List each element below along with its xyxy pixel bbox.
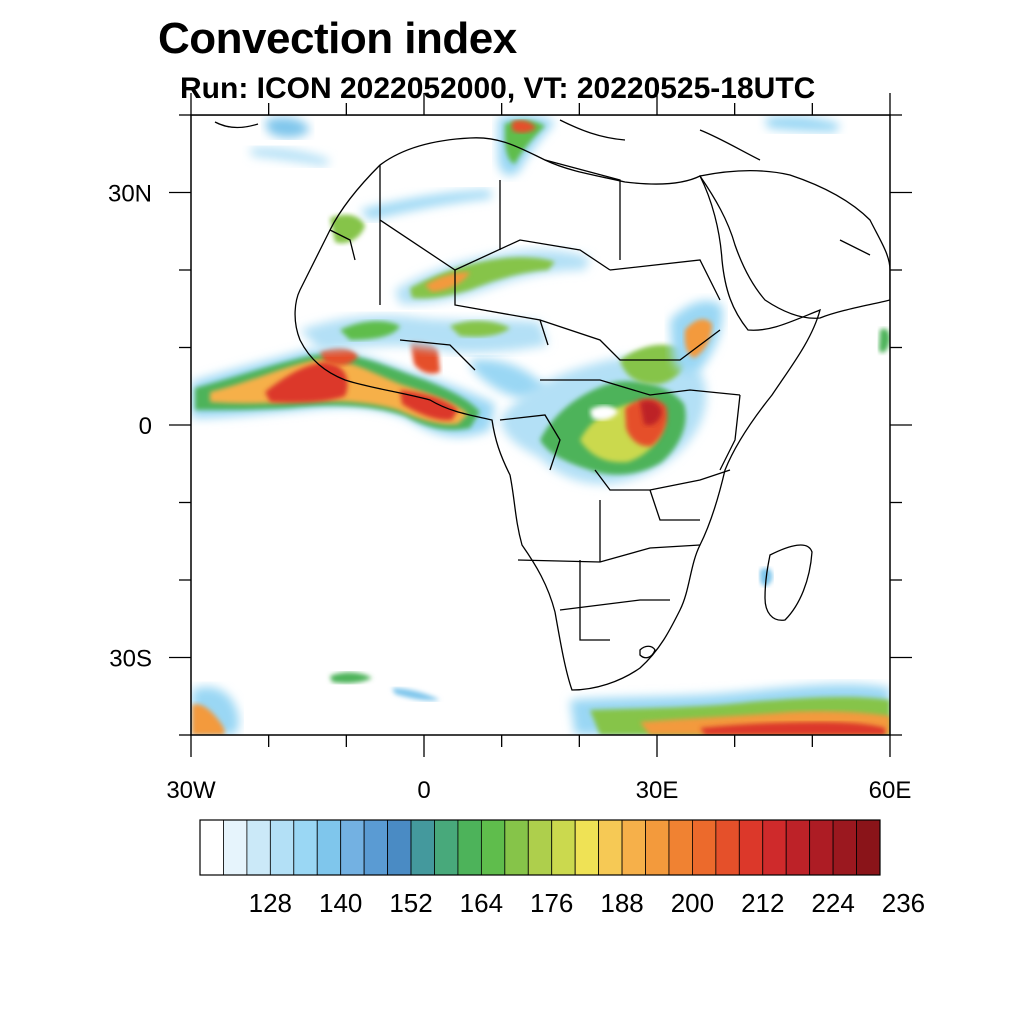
convection-area-east-africa bbox=[620, 300, 890, 586]
border-17 bbox=[719, 394, 741, 471]
colorbar-segment bbox=[551, 819, 576, 876]
colorbar-segment bbox=[199, 819, 224, 876]
colorbar-segment bbox=[410, 819, 435, 876]
colorbar-segment bbox=[598, 819, 623, 876]
border-10 bbox=[499, 414, 561, 471]
border-2 bbox=[379, 219, 611, 271]
colorbar-segment bbox=[645, 819, 670, 876]
convection-area-southern-ocean bbox=[192, 672, 890, 735]
colorbar-segment bbox=[457, 819, 482, 876]
colorbar-segment bbox=[692, 819, 717, 876]
colorbar-segment bbox=[621, 819, 646, 876]
convection-area-north bbox=[250, 115, 840, 176]
colorbar-segment bbox=[269, 819, 295, 876]
lon-tick-label: 30E bbox=[636, 777, 679, 804]
lat-tick-label: 30N bbox=[108, 181, 152, 208]
colorbar-segment bbox=[246, 819, 271, 876]
colorbar-segment bbox=[715, 819, 740, 876]
colorbar-label: 140 bbox=[319, 888, 362, 918]
border-7 bbox=[399, 339, 476, 371]
border-5 bbox=[609, 259, 721, 301]
map-subtitle: Run: ICON 2022052000, VT: 20220525-18UTC bbox=[180, 72, 816, 105]
colorbar: 128 140 152 164 176 188 200 212 224 236 bbox=[199, 819, 925, 918]
colorbar-label: 224 bbox=[811, 888, 854, 918]
convection-field-layer bbox=[191, 115, 890, 735]
axis-layer: 30N 0 30S 30W 0 30E 60E bbox=[108, 93, 912, 804]
colorbar-segment bbox=[316, 819, 342, 876]
colorbar-label: 188 bbox=[600, 888, 643, 918]
border-13 bbox=[579, 560, 610, 641]
border-18 bbox=[649, 489, 700, 521]
colorbar-segment bbox=[340, 819, 365, 876]
map-title: Convection index bbox=[158, 14, 517, 63]
lon-tick-label: 0 bbox=[417, 777, 430, 804]
colorbar-segment bbox=[434, 819, 459, 876]
border-20 bbox=[839, 239, 871, 256]
colorbar-segment bbox=[738, 819, 764, 876]
convection-area-central-africa bbox=[500, 356, 707, 485]
colorbar-segment bbox=[574, 819, 600, 876]
border-14 bbox=[559, 599, 670, 611]
lon-tick-label: 60E bbox=[869, 777, 912, 804]
colorbar-segment bbox=[223, 819, 248, 876]
colorbar-segment bbox=[480, 819, 506, 876]
madagascar bbox=[764, 544, 813, 621]
colorbar-label: 212 bbox=[741, 888, 784, 918]
africa-coastline bbox=[294, 137, 821, 691]
border-4 bbox=[544, 159, 621, 260]
border-8 bbox=[539, 319, 721, 361]
colorbar-segment bbox=[527, 819, 553, 876]
colorbar-segment bbox=[363, 819, 388, 876]
coastlines-borders bbox=[191, 115, 890, 691]
lat-tick-label: 0 bbox=[139, 413, 152, 440]
convection-area-west-africa bbox=[300, 315, 550, 400]
convection-area-sahel bbox=[330, 190, 590, 305]
colorbar-label: 152 bbox=[389, 888, 432, 918]
colorbar-segment bbox=[293, 819, 318, 876]
colorbar-segment bbox=[856, 819, 881, 876]
colorbar-segment bbox=[832, 819, 857, 876]
colorbar-label: 200 bbox=[671, 888, 714, 918]
colorbar-segment bbox=[809, 819, 834, 876]
colorbar-segment bbox=[387, 819, 412, 876]
lon-tick-label: 30W bbox=[166, 777, 216, 804]
colorbar-label: 128 bbox=[249, 888, 292, 918]
colorbar-segment bbox=[785, 819, 811, 876]
colorbar-segment bbox=[762, 819, 787, 876]
colorbar-segment bbox=[668, 819, 693, 876]
arabian-peninsula bbox=[698, 169, 890, 319]
border-9 bbox=[540, 379, 741, 396]
border-12 bbox=[517, 544, 701, 563]
lat-tick-label: 30S bbox=[109, 646, 152, 673]
colorbar-segment bbox=[504, 819, 529, 876]
colorbar-label: 176 bbox=[530, 888, 573, 918]
border-15 bbox=[639, 645, 656, 659]
convection-area-guinea-coast bbox=[192, 338, 495, 437]
border-19 bbox=[329, 229, 356, 261]
colorbar-frame bbox=[199, 819, 881, 876]
border-6 bbox=[454, 270, 549, 346]
colorbar-label: 236 bbox=[882, 888, 925, 918]
colorbar-label: 164 bbox=[460, 888, 503, 918]
